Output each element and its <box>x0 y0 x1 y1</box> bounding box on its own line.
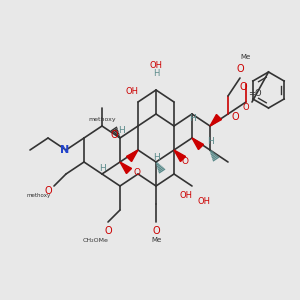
Text: O: O <box>133 168 140 177</box>
Text: O: O <box>236 64 244 74</box>
Text: O: O <box>243 103 249 112</box>
Text: =O: =O <box>248 88 262 98</box>
Text: OH: OH <box>149 61 163 70</box>
Text: H: H <box>153 153 159 162</box>
Text: H: H <box>118 126 125 135</box>
Text: Me: Me <box>241 54 251 60</box>
Text: H: H <box>153 69 159 78</box>
Text: OH: OH <box>197 196 211 206</box>
Text: H: H <box>207 136 213 146</box>
Text: O: O <box>239 82 247 92</box>
Polygon shape <box>210 115 221 126</box>
Text: O: O <box>104 226 112 236</box>
Text: methoxy: methoxy <box>88 118 116 122</box>
Text: H: H <box>189 114 195 123</box>
Polygon shape <box>127 150 138 161</box>
Text: methoxy: methoxy <box>27 193 51 197</box>
Text: OH: OH <box>125 87 139 96</box>
Text: O: O <box>44 185 52 196</box>
Text: O: O <box>232 112 239 122</box>
Text: CH₂OMe: CH₂OMe <box>83 238 109 242</box>
Text: Me: Me <box>151 237 161 243</box>
Text: H: H <box>99 164 105 172</box>
Polygon shape <box>120 162 131 173</box>
Text: O: O <box>152 226 160 236</box>
Text: O: O <box>110 130 118 140</box>
Polygon shape <box>174 150 185 161</box>
Text: O: O <box>182 158 189 166</box>
Text: OH: OH <box>179 190 193 200</box>
Text: N: N <box>60 145 69 155</box>
Polygon shape <box>192 138 203 149</box>
